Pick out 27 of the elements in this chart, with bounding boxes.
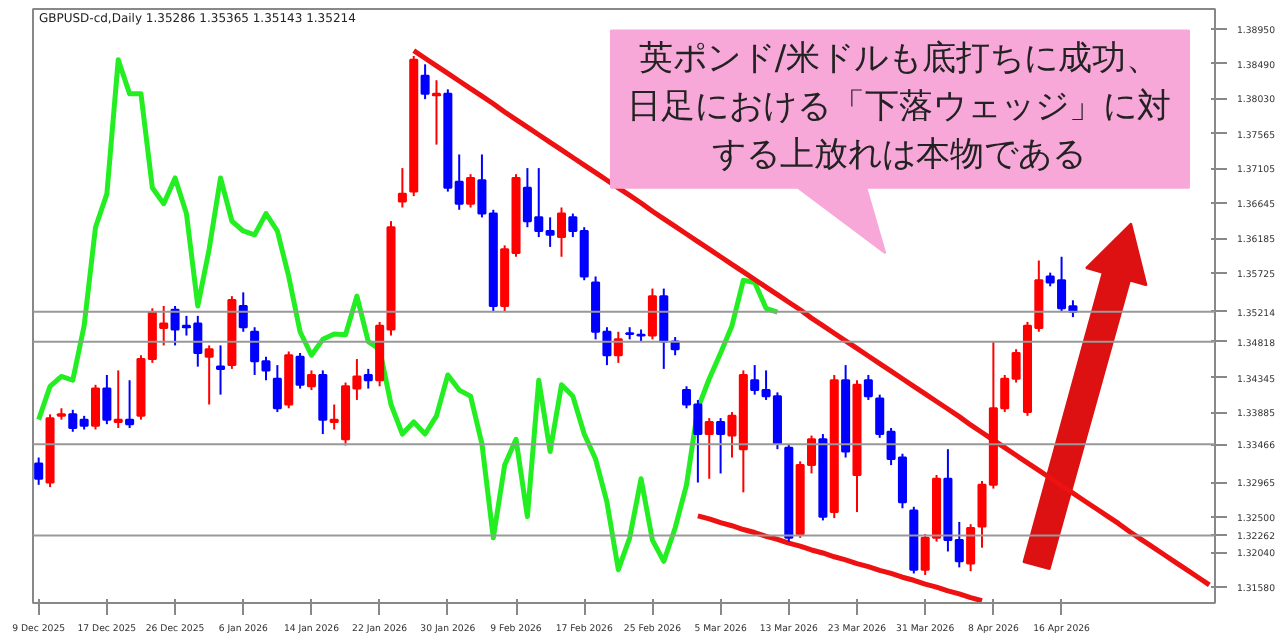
- candlestick: [556, 206, 567, 258]
- candlestick: [966, 523, 976, 573]
- candlestick: [647, 287, 657, 341]
- candlestick: [659, 287, 669, 370]
- candlestick: [431, 79, 441, 146]
- candlestick: [716, 417, 726, 475]
- candlestick: [613, 330, 623, 364]
- line-series: [695, 513, 985, 603]
- candlestick: [238, 291, 248, 333]
- candlestick: [102, 373, 112, 426]
- candlestick: [318, 369, 328, 436]
- candlestick: [420, 63, 430, 101]
- candlestick: [34, 456, 44, 486]
- annotation: 英ポンド/米ドルも底打ちに成功、日足における「下落ウェッジ」に対する上放れは本物である: [627, 39, 1172, 176]
- candlestick: [295, 351, 305, 390]
- candlestick: [90, 383, 101, 431]
- candlestick: [204, 344, 214, 406]
- candlestick: [306, 369, 316, 392]
- candlestick: [363, 367, 373, 390]
- candlestick: [125, 379, 135, 429]
- candlestick: [216, 344, 226, 396]
- candlestick: [863, 373, 873, 401]
- candlestick: [272, 364, 282, 414]
- candlestick: [397, 167, 407, 209]
- candlestick: [466, 173, 476, 209]
- candlestick: [704, 417, 714, 480]
- candlestick: [113, 369, 123, 429]
